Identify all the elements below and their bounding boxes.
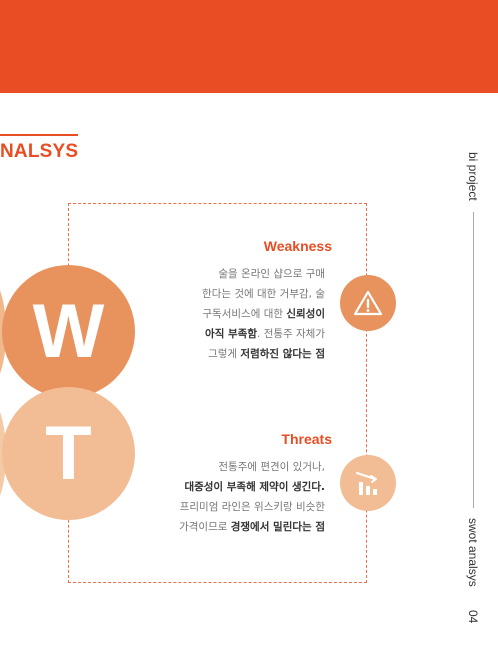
weakness-description: 술을 온라인 샵으로 구매 한다는 것에 대한 거부감, 술 구독서비스에 대한… (135, 264, 325, 364)
weakness-line-5: 그렇게 저렴하진 않다는 점 (135, 344, 325, 364)
threats-line-1: 전통주에 편견이 있거나, (218, 461, 325, 473)
weakness-line-4-text: . 전통주 자체가 (257, 328, 325, 340)
weakness-line-5-text: 그렇게 (208, 348, 241, 360)
threats-description: 전통주에 편견이 있거나, 대중성이 부족해 제약이 생긴다. 프리미엄 라인은… (135, 457, 325, 537)
weakness-line-1: 술을 온라인 샵으로 구매 (218, 268, 325, 280)
threats-line-4: 가격이므로 경쟁에서 밀린다는 점 (135, 517, 325, 537)
threats-circle: T (2, 387, 135, 520)
section-label: swot analsys (466, 518, 480, 587)
threats-line-4-highlight: 경쟁에서 밀린다는 점 (230, 521, 325, 533)
weakness-line-2: 한다는 것에 대한 거부감, 술 (202, 288, 325, 300)
weakness-line-3: 구독서비스에 대한 신뢰성이 (135, 304, 325, 324)
weakness-line-4: 아직 부족함. 전통주 자체가 (135, 324, 325, 344)
weakness-heading: Weakness (263, 238, 332, 254)
threats-heading: Threats (281, 431, 332, 447)
project-label: bi project (466, 152, 480, 201)
page-number: 04 (466, 610, 480, 624)
warning-triangle-icon (340, 275, 396, 331)
weakness-line-5-highlight: 저렴하진 않다는 점 (240, 348, 325, 360)
weakness-line-3-text: 구독서비스에 대한 (202, 308, 287, 320)
side-divider (473, 212, 474, 508)
threats-line-2: 대중성이 부족해 제약이 생긴다. (184, 481, 325, 493)
section-title: NALSYS (0, 141, 79, 162)
threats-line-4-text: 가격이므로 (179, 521, 231, 533)
threats-line-3: 프리미엄 라인은 위스키랑 비슷한 (179, 501, 325, 513)
section-title-rule (0, 134, 78, 136)
weakness-circle: W (2, 265, 135, 398)
weakness-line-4-highlight: 아직 부족함 (205, 328, 258, 340)
declining-bar-chart-icon (340, 455, 396, 511)
header-banner (0, 0, 498, 93)
weakness-line-3-highlight: 신뢰성이 (286, 308, 325, 320)
